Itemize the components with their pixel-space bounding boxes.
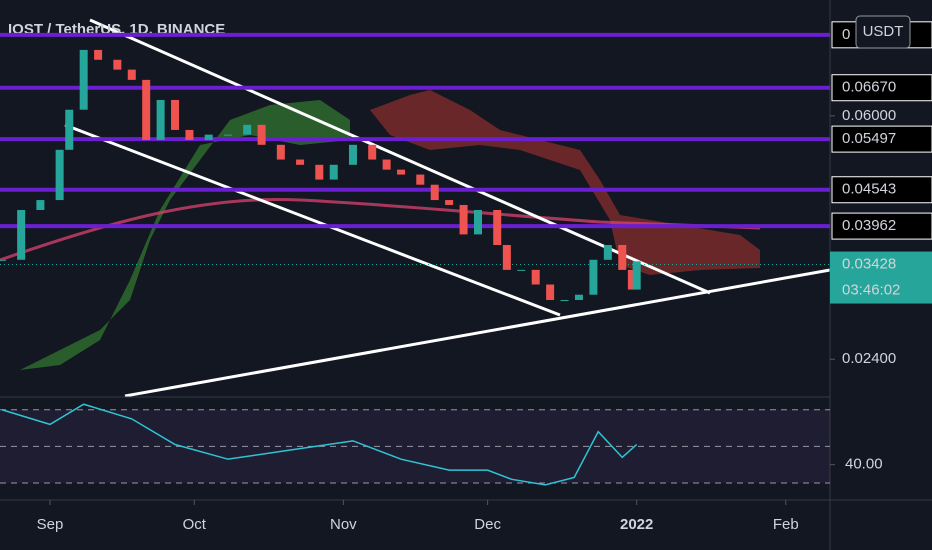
candle bbox=[223, 134, 232, 136]
rsi-line bbox=[1, 403, 638, 486]
candle bbox=[113, 59, 122, 70]
level-label: 0.06670 bbox=[842, 79, 896, 96]
candle bbox=[36, 200, 45, 210]
candle bbox=[560, 299, 569, 301]
candle bbox=[204, 134, 213, 140]
candle bbox=[589, 259, 598, 295]
moving-average bbox=[0, 197, 761, 262]
candle bbox=[0, 259, 6, 261]
candle bbox=[627, 269, 636, 290]
candle bbox=[185, 129, 194, 140]
candle bbox=[79, 49, 88, 110]
candle bbox=[243, 124, 252, 135]
candle bbox=[127, 69, 136, 80]
candle bbox=[142, 79, 151, 140]
candle bbox=[445, 200, 454, 205]
candle bbox=[531, 269, 540, 285]
candle bbox=[397, 169, 406, 175]
y-tick-label: 0.02400 bbox=[842, 350, 896, 367]
x-tick-label: Nov bbox=[330, 516, 357, 533]
candle bbox=[603, 244, 612, 260]
candle bbox=[502, 244, 511, 270]
candle bbox=[315, 164, 324, 180]
candle bbox=[517, 269, 526, 271]
trendline bbox=[124, 268, 831, 398]
candle bbox=[473, 209, 482, 235]
candle bbox=[257, 124, 266, 145]
last-price-label: 0.03428 bbox=[842, 256, 896, 273]
x-tick-label: Sep bbox=[37, 516, 64, 533]
cloud-red bbox=[370, 90, 760, 275]
candle bbox=[296, 159, 305, 165]
candle bbox=[416, 174, 425, 185]
candle bbox=[171, 99, 180, 130]
candle bbox=[348, 144, 357, 165]
level-label-box bbox=[831, 74, 932, 102]
x-tick-label: Oct bbox=[183, 516, 207, 533]
x-tick-label: Feb bbox=[773, 516, 799, 533]
candle bbox=[632, 261, 641, 290]
level-label: 0 bbox=[842, 26, 850, 43]
candle bbox=[94, 49, 103, 60]
currency-button-label[interactable]: USDT bbox=[863, 23, 904, 40]
candle bbox=[156, 99, 165, 140]
candle bbox=[493, 209, 502, 245]
x-tick-label: Dec bbox=[474, 516, 501, 533]
y-tick-label: 0.06000 bbox=[842, 107, 896, 124]
candle bbox=[329, 164, 338, 180]
candle bbox=[17, 209, 26, 260]
cloud-green bbox=[20, 100, 350, 370]
candle bbox=[459, 204, 468, 235]
x-tick-label: 2022 bbox=[620, 516, 653, 533]
candle bbox=[382, 159, 391, 170]
candle bbox=[546, 284, 555, 300]
candle bbox=[276, 144, 285, 160]
level-label-box bbox=[831, 125, 932, 153]
level-label: 0.03962 bbox=[842, 217, 896, 234]
level-label: 0.04543 bbox=[842, 181, 896, 198]
candle bbox=[574, 294, 583, 300]
candle bbox=[618, 244, 627, 270]
level-label-box bbox=[831, 212, 932, 240]
last-price-box bbox=[830, 251, 932, 304]
level-label: 0.05497 bbox=[842, 130, 896, 147]
level-label-box bbox=[831, 176, 932, 204]
candle bbox=[430, 184, 439, 201]
rsi-tick-label: 40.00 bbox=[845, 456, 883, 473]
countdown-label: 03:46:02 bbox=[842, 282, 900, 299]
trendline bbox=[64, 123, 561, 317]
candle bbox=[65, 109, 74, 150]
candle bbox=[368, 144, 377, 160]
currency-button[interactable] bbox=[855, 15, 911, 49]
candle bbox=[55, 149, 64, 201]
